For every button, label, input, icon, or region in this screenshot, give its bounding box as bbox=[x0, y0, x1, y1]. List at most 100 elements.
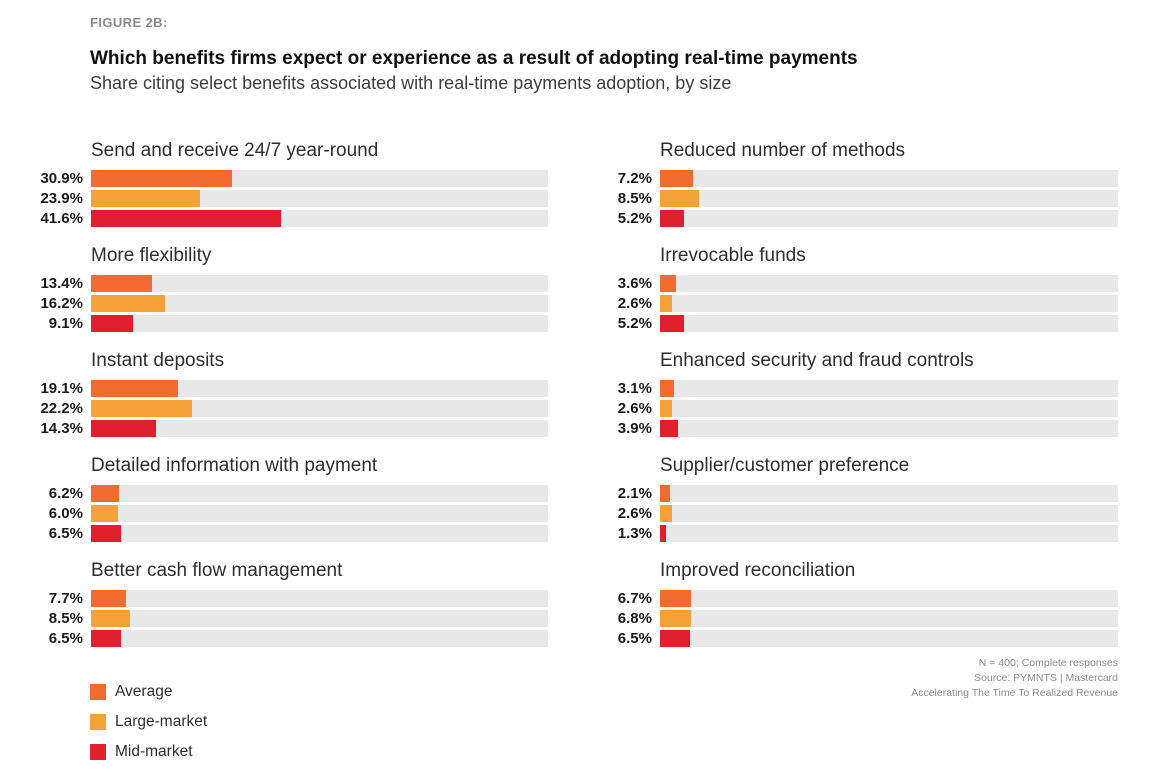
legend-item-average: Average bbox=[90, 683, 207, 700]
benefit-title: Improved reconciliation bbox=[660, 560, 856, 581]
source-note-line: Accelerating The Time To Realized Revenu… bbox=[911, 687, 1118, 699]
bar-value-label: 6.5% bbox=[48, 630, 83, 647]
bar-value-label: 5.2% bbox=[617, 210, 652, 227]
bar-fill-average bbox=[660, 485, 670, 502]
bar-value-label: 3.1% bbox=[617, 380, 652, 397]
bar-fill-average bbox=[660, 380, 675, 397]
bar-value-label: 22.2% bbox=[40, 400, 83, 417]
bar-track bbox=[91, 525, 548, 542]
benefit-group: Supplier/customer preference 2.1% 2.6% 1.3% bbox=[590, 455, 1118, 542]
bar-fill-mid-market bbox=[91, 315, 133, 332]
bar-fill-mid-market bbox=[91, 630, 121, 647]
benefit-group: Irrevocable funds 3.6% 2.6% 5.2% bbox=[590, 245, 1118, 332]
bar-track bbox=[660, 315, 1118, 332]
bar-track bbox=[91, 275, 548, 292]
benefit-group: Reduced number of methods 7.2% 8.5% 5.2% bbox=[590, 140, 1118, 227]
benefit-title: Better cash flow management bbox=[91, 560, 343, 581]
bar-value-label: 23.9% bbox=[40, 190, 83, 207]
benefit-group: More flexibility 13.4% 16.2% 9.1% bbox=[21, 245, 548, 332]
bar-row: 9.1% bbox=[21, 315, 548, 332]
bar-fill-average bbox=[91, 275, 153, 292]
bar-row: 8.5% bbox=[21, 610, 548, 627]
bar-fill-large-market bbox=[660, 400, 672, 417]
bar-row: 23.9% bbox=[21, 190, 548, 207]
legend-label: Average bbox=[115, 683, 173, 700]
legend-label: Large-market bbox=[115, 713, 208, 730]
bar-value-label: 2.6% bbox=[617, 505, 652, 522]
bar-value-label: 3.6% bbox=[617, 275, 652, 292]
figure-label: FIGURE 2B: bbox=[90, 15, 168, 30]
bar-fill-average bbox=[660, 170, 693, 187]
benefit-group: Enhanced security and fraud controls 3.1%… bbox=[590, 350, 1118, 437]
bar-track bbox=[660, 295, 1118, 312]
bar-track bbox=[91, 295, 548, 312]
bar-row: 7.7% bbox=[21, 590, 548, 607]
benefit-group: Detailed information with payment 6.2% 6.0… bbox=[21, 455, 548, 542]
bar-track bbox=[91, 505, 548, 522]
bar-value-label: 2.6% bbox=[617, 295, 652, 312]
bar-value-label: 14.3% bbox=[40, 420, 83, 437]
bar-track bbox=[660, 400, 1118, 417]
benefit-group: Better cash flow management 7.7% 8.5% 6.5% bbox=[21, 560, 548, 647]
bar-fill-large-market bbox=[91, 400, 193, 417]
bar-row: 6.5% bbox=[21, 525, 548, 542]
bar-track bbox=[660, 630, 1118, 647]
bar-value-label: 5.2% bbox=[617, 315, 652, 332]
legend-swatch-large-market bbox=[90, 714, 106, 730]
bar-track bbox=[660, 610, 1118, 627]
legend-label: Mid-market bbox=[115, 743, 193, 760]
bar-fill-average bbox=[660, 590, 691, 607]
bar-fill-mid-market bbox=[91, 210, 282, 227]
bar-track bbox=[91, 610, 548, 627]
bar-fill-mid-market bbox=[91, 525, 121, 542]
bar-row: 2.6% bbox=[590, 295, 1118, 312]
bar-value-label: 6.8% bbox=[617, 610, 652, 627]
bar-fill-average bbox=[91, 485, 120, 502]
figure-subtitle: Share citing select benefits associated … bbox=[90, 73, 732, 93]
source-note: N = 400; Complete responses Source: PYMN… bbox=[911, 656, 1118, 701]
bar-row: 8.5% bbox=[590, 190, 1118, 207]
bar-row: 2.6% bbox=[590, 505, 1118, 522]
bar-value-label: 2.1% bbox=[617, 485, 652, 502]
bar-track bbox=[91, 315, 548, 332]
bar-value-label: 9.1% bbox=[48, 315, 83, 332]
benefit-group: Instant deposits 19.1% 22.2% 14.3% bbox=[21, 350, 548, 437]
bar-track bbox=[660, 190, 1118, 207]
benefit-title: Irrevocable funds bbox=[660, 245, 806, 266]
bar-row: 30.9% bbox=[21, 170, 548, 187]
bar-row: 6.2% bbox=[21, 485, 548, 502]
chart-legend: Average Large-market Mid-market bbox=[90, 683, 208, 774]
bar-fill-mid-market bbox=[660, 210, 684, 227]
bar-value-label: 30.9% bbox=[40, 170, 83, 187]
bar-row: 2.6% bbox=[590, 400, 1118, 417]
benefit-title: Enhanced security and fraud controls bbox=[660, 350, 974, 371]
bar-fill-large-market bbox=[660, 190, 699, 207]
bar-row: 5.2% bbox=[590, 210, 1118, 227]
bar-fill-large-market bbox=[660, 610, 692, 627]
bar-value-label: 16.2% bbox=[40, 295, 83, 312]
bar-fill-mid-market bbox=[660, 315, 684, 332]
bar-value-label: 13.4% bbox=[40, 275, 83, 292]
bar-track bbox=[91, 630, 548, 647]
benefit-group: Send and receive 24/7 year-round 30.9% 23.… bbox=[21, 140, 548, 227]
bar-row: 16.2% bbox=[21, 295, 548, 312]
bar-value-label: 6.0% bbox=[48, 505, 83, 522]
source-note-line: Source: PYMNTS | Mastercard bbox=[974, 672, 1118, 684]
bar-track bbox=[660, 485, 1118, 502]
bar-value-label: 6.5% bbox=[617, 630, 652, 647]
benefit-title: Instant deposits bbox=[91, 350, 225, 371]
bar-track bbox=[91, 210, 548, 227]
source-note-line: N = 400; Complete responses bbox=[978, 657, 1118, 669]
bar-track bbox=[91, 590, 548, 607]
bar-fill-large-market bbox=[91, 610, 130, 627]
bar-fill-average bbox=[660, 275, 677, 292]
bar-value-label: 1.3% bbox=[617, 525, 652, 542]
bar-track bbox=[660, 525, 1118, 542]
legend-swatch-mid-market bbox=[90, 744, 106, 760]
bar-track bbox=[660, 420, 1118, 437]
bar-fill-large-market bbox=[91, 295, 166, 312]
bar-value-label: 3.9% bbox=[617, 420, 652, 437]
bar-row: 7.2% bbox=[590, 170, 1118, 187]
bar-fill-mid-market bbox=[660, 420, 678, 437]
